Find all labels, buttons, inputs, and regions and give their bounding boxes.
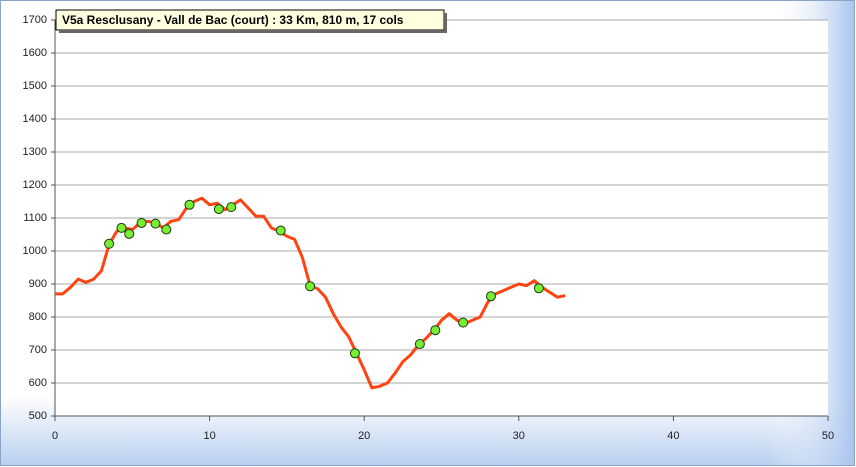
x-tick-label: 30 bbox=[513, 430, 525, 442]
col-marker bbox=[150, 218, 161, 229]
y-tick-label: 1200 bbox=[23, 179, 47, 191]
col-marker bbox=[213, 204, 224, 215]
x-tick-label: 40 bbox=[667, 430, 679, 442]
x-tick-label: 0 bbox=[52, 430, 58, 442]
col-marker bbox=[533, 283, 544, 294]
grid: 5006007008009001000110012001300140015001… bbox=[23, 14, 835, 442]
col-marker bbox=[430, 325, 441, 336]
col-marker bbox=[349, 348, 360, 359]
y-tick-label: 1700 bbox=[23, 14, 47, 26]
title-shadow bbox=[444, 13, 447, 33]
y-tick-label: 1000 bbox=[23, 245, 47, 257]
y-tick-label: 1600 bbox=[23, 47, 47, 59]
chart-title: V5a Resclusany - Vall de Bac (court) : 3… bbox=[62, 13, 404, 27]
y-tick-label: 1400 bbox=[23, 113, 47, 125]
y-tick-label: 700 bbox=[29, 344, 47, 356]
y-tick-label: 1100 bbox=[23, 212, 47, 224]
col-marker bbox=[485, 291, 496, 302]
col-marker bbox=[136, 217, 147, 228]
y-tick-label: 600 bbox=[29, 377, 47, 389]
marks bbox=[55, 196, 566, 390]
col-marker bbox=[414, 339, 425, 350]
y-tick-label: 800 bbox=[29, 311, 47, 323]
col-marker bbox=[226, 202, 237, 213]
x-tick-label: 10 bbox=[203, 430, 215, 442]
title-shadow bbox=[59, 30, 447, 33]
y-tick-label: 500 bbox=[29, 410, 47, 422]
y-tick-label: 1500 bbox=[23, 80, 47, 92]
col-marker bbox=[305, 281, 316, 292]
y-tick-label: 1300 bbox=[23, 146, 47, 158]
col-marker bbox=[184, 199, 195, 210]
col-marker bbox=[104, 238, 115, 249]
x-tick-label: 50 bbox=[822, 430, 834, 442]
col-marker bbox=[275, 225, 286, 236]
col-marker bbox=[458, 317, 469, 328]
col-marker bbox=[116, 222, 127, 233]
col-marker bbox=[124, 228, 135, 239]
col-marker bbox=[161, 224, 172, 235]
x-tick-label: 20 bbox=[358, 430, 370, 442]
y-tick-label: 900 bbox=[29, 278, 47, 290]
